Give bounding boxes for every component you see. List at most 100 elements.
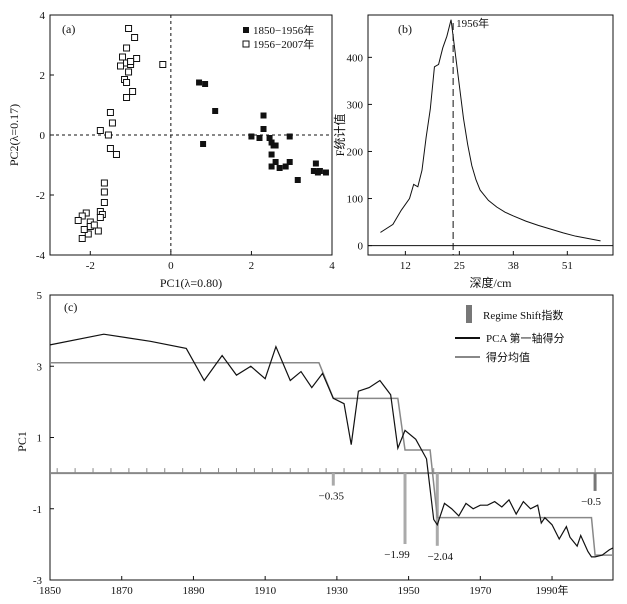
panel-a-y-tick-label: 0 bbox=[40, 130, 46, 142]
panel-b-y-tick-label: 100 bbox=[347, 194, 364, 206]
panel-b-y-tick-label: 200 bbox=[347, 146, 364, 158]
panel-a-point-1850-1956 bbox=[268, 151, 275, 158]
panel-c-y-tick-label: 3 bbox=[37, 361, 43, 373]
panel-b-x-tick-label: 12 bbox=[400, 260, 411, 272]
panel-a-point-1850-1956 bbox=[282, 163, 289, 170]
panel-a: -2 0 2 4 -4 -2 0 2 4 (a) PC1(λ=0.80) PC2(λ=0.17) 185… bbox=[7, 10, 335, 290]
panel-a-point-1956-2007 bbox=[106, 145, 114, 152]
panel-a-point-1956-2007 bbox=[100, 179, 108, 187]
panel-c-x-tick-label: 1950 bbox=[398, 585, 421, 597]
panel-a-point-1850-1956 bbox=[266, 135, 273, 141]
panel-c-x-tick-label: 1910 bbox=[254, 585, 277, 597]
panel-a-y-tick-label: -2 bbox=[36, 190, 45, 202]
panel-c-regime-shift-bar bbox=[403, 473, 407, 545]
panel-c-legend-label-regime-shift: Regime Shift指数 bbox=[483, 308, 563, 322]
panel-a-point-1956-2007 bbox=[78, 212, 86, 220]
panel-c-regime-shift-bar bbox=[593, 473, 597, 491]
panel-c: 1850 1870 1890 1910 1930 1950 1970 1990年 -3 -1 1 3 5… bbox=[15, 290, 614, 597]
panel-b-y-tick-label: 400 bbox=[347, 52, 364, 64]
panel-a-point-1850-1956 bbox=[276, 165, 283, 171]
panel-c-regime-shift-bar bbox=[331, 473, 335, 486]
panel-b-y-axis-label: F统计值 bbox=[332, 114, 347, 157]
panel-a-point-1956-2007 bbox=[100, 188, 108, 196]
panel-a-point-1956-2007 bbox=[125, 68, 133, 76]
panel-a-point-1850-1956 bbox=[316, 168, 323, 174]
panel-c-legend-label-pca: PCA 第一轴得分 bbox=[486, 331, 565, 345]
panel-a-point-1956-2007 bbox=[108, 119, 116, 127]
panel-b-x-tick-label: 25 bbox=[454, 260, 466, 272]
panel-a-point-1956-2007 bbox=[125, 25, 133, 32]
panel-c-regime-shift-label: −0.35 bbox=[319, 491, 345, 503]
panel-a-point-1956-2007 bbox=[123, 79, 131, 86]
panel-b-label: (b) bbox=[398, 22, 412, 36]
panel-c-y-tick-label: 1 bbox=[37, 433, 43, 445]
panel-a-point-1850-1956 bbox=[286, 133, 293, 140]
panel-a-point-1956-2007 bbox=[84, 230, 92, 238]
panel-c-regime-shift-bar bbox=[435, 473, 439, 546]
panel-a-point-1850-1956 bbox=[256, 135, 263, 141]
panel-a-point-1850-1956 bbox=[322, 169, 329, 176]
panel-a-point-1850-1956 bbox=[286, 159, 293, 165]
panel-a-point-1956-2007 bbox=[117, 62, 124, 70]
panel-c-x-tick-label: 1890 bbox=[182, 585, 205, 597]
panel-a-point-1850-1956 bbox=[212, 108, 219, 114]
panel-a-point-1956-2007 bbox=[127, 58, 135, 65]
panel-c-x-tick-label: 1870 bbox=[111, 585, 134, 597]
panel-a-point-1956-2007 bbox=[129, 88, 137, 95]
panel-c-pca-first-axis-line bbox=[49, 333, 614, 558]
panel-b-y-tick-label: 0 bbox=[358, 241, 364, 253]
panel-a-y-tick-label: 4 bbox=[40, 10, 46, 22]
panel-b-frame bbox=[367, 14, 614, 256]
panel-a-point-1850-1956 bbox=[260, 126, 267, 132]
panel-a-point-1956-2007 bbox=[78, 235, 86, 242]
panel-a-x-tick-label: 2 bbox=[249, 260, 255, 272]
panel-a-point-1850-1956 bbox=[294, 177, 301, 183]
panel-c-legend-marker-regime-shift bbox=[466, 305, 472, 323]
panel-c-x-tick-label: 1850 bbox=[39, 585, 62, 597]
panel-b-x-tick-label: 38 bbox=[508, 260, 520, 272]
panel-a-point-1956-2007 bbox=[123, 94, 131, 101]
panel-a-point-1956-2007 bbox=[106, 109, 114, 116]
panel-a-point-1956-2007 bbox=[133, 55, 141, 62]
panel-a-point-1956-2007 bbox=[96, 127, 104, 134]
panel-b-y-tick-label: 300 bbox=[347, 99, 364, 111]
panel-b-f-statistic-line bbox=[380, 19, 601, 242]
panel-a-legend-marker-1850-1956 bbox=[243, 27, 249, 33]
panel-a-legend-marker-1956-2007 bbox=[242, 40, 250, 48]
panel-a-point-1850-1956 bbox=[260, 112, 267, 119]
panel-a-point-1956-2007 bbox=[104, 131, 112, 139]
panel-a-point-1850-1956 bbox=[196, 79, 203, 86]
panel-a-point-1850-1956 bbox=[268, 163, 275, 170]
panel-a-point-1956-2007 bbox=[100, 199, 108, 206]
panel-a-point-1956-2007 bbox=[159, 61, 167, 68]
panel-c-x-tick-label: 1930 bbox=[326, 585, 349, 597]
panel-a-point-1956-2007 bbox=[90, 221, 98, 229]
panel-b-x-tick-label: 51 bbox=[562, 260, 573, 272]
panel-a-point-1956-2007 bbox=[74, 217, 82, 224]
panel-a-x-tick-label: -2 bbox=[86, 260, 95, 272]
panel-a-point-1956-2007 bbox=[96, 214, 104, 221]
panel-a-point-1850-1956 bbox=[272, 159, 279, 165]
panel-a-point-1850-1956 bbox=[202, 81, 209, 87]
panel-a-point-1956-2007 bbox=[131, 34, 139, 41]
panel-a-x-tick-label: 4 bbox=[329, 260, 335, 272]
panel-c-regime-shift-label: −0.5 bbox=[581, 496, 601, 508]
panel-a-x-axis-label: PC1(λ=0.80) bbox=[160, 276, 222, 290]
panel-a-x-tick-label: 0 bbox=[168, 260, 174, 272]
panel-a-point-1956-2007 bbox=[123, 44, 131, 52]
panel-a-legend-label-1850-1956: 1850−1956年 bbox=[253, 23, 314, 37]
panel-a-label: (a) bbox=[62, 22, 75, 36]
panel-b: 12 25 38 51 0 100 200 300 400 (b) 深度/cm F统计值 1956年 bbox=[332, 14, 614, 290]
panel-a-point-1956-2007 bbox=[80, 226, 88, 233]
panel-c-x-tick-label: 1990年 bbox=[536, 583, 569, 597]
panel-a-y-tick-label: 2 bbox=[40, 70, 46, 82]
panel-c-y-axis-label: PC1 bbox=[15, 431, 29, 452]
panel-c-regime-shift-label: −1.99 bbox=[384, 549, 410, 561]
panel-c-regime-shift-label: −2.04 bbox=[428, 551, 454, 563]
panel-a-point-1850-1956 bbox=[310, 168, 317, 174]
panel-a-y-axis-label: PC2(λ=0.17) bbox=[7, 104, 21, 166]
panel-a-y-tick-label: -4 bbox=[36, 250, 46, 262]
panel-c-x-tick-label: 1970 bbox=[469, 585, 492, 597]
panel-a-point-1850-1956 bbox=[200, 141, 207, 147]
